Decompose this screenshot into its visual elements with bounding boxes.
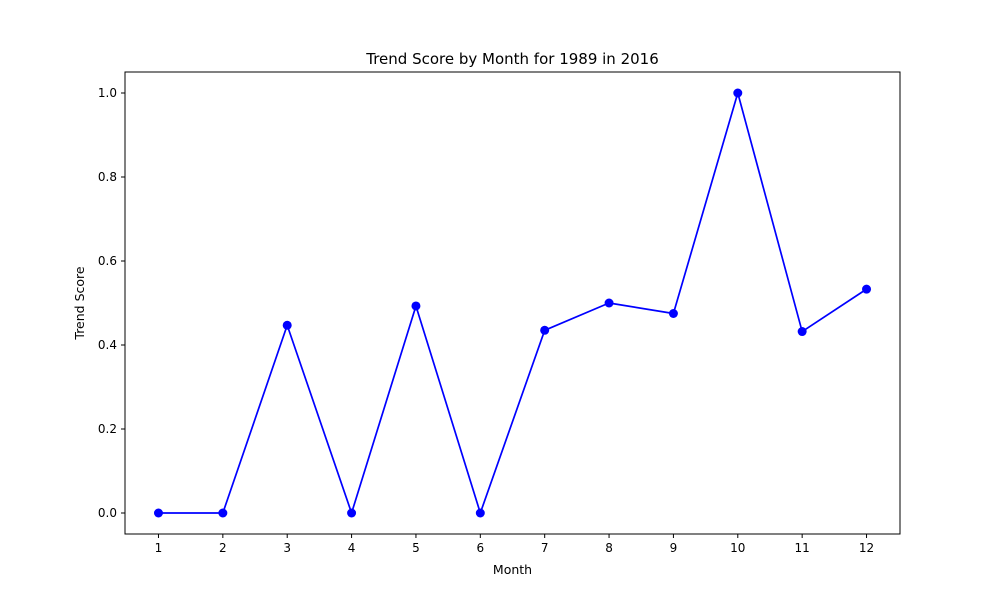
y-tick-label: 0.8 [98,170,117,184]
data-point [218,508,228,518]
y-tick-label: 0.6 [98,254,117,268]
data-point [282,320,292,330]
chart-title: Trend Score by Month for 1989 in 2016 [365,50,659,68]
y-tick-label: 0.4 [98,338,117,352]
data-point [540,325,550,335]
data-point [733,88,743,98]
series-layer [153,88,872,518]
x-tick-label: 12 [859,541,874,555]
x-tick-label: 10 [730,541,745,555]
data-point [862,284,872,294]
data-point [347,508,357,518]
y-axis-ticks: 0.0 0.2 0.4 0.6 0.8 1.0 [98,86,125,520]
x-tick-label: 11 [795,541,810,555]
x-tick-label: 4 [348,541,356,555]
y-tick-label: 1.0 [98,86,117,100]
x-tick-label: 9 [670,541,678,555]
data-point [411,301,421,311]
data-point [668,309,678,318]
x-tick-label: 3 [283,541,291,555]
data-point [153,508,163,518]
plot-area-frame [124,71,901,535]
data-point [797,327,807,337]
x-tick-label: 8 [605,541,613,555]
x-tick-label: 5 [412,541,420,555]
x-axis-ticks: 1 2 3 4 5 6 7 8 9 10 11 12 [155,534,874,555]
x-axis-label: Month [493,562,532,577]
series-line [158,92,867,514]
y-tick-label: 0.2 [98,422,117,436]
x-tick-label: 7 [541,541,549,555]
x-tick-label: 1 [155,541,163,555]
y-axis-label: Trend Score [72,266,87,341]
x-tick-label: 2 [219,541,227,555]
y-tick-label: 0.0 [98,506,117,520]
data-point [604,298,614,308]
data-point [475,508,485,518]
x-tick-label: 6 [476,541,484,555]
